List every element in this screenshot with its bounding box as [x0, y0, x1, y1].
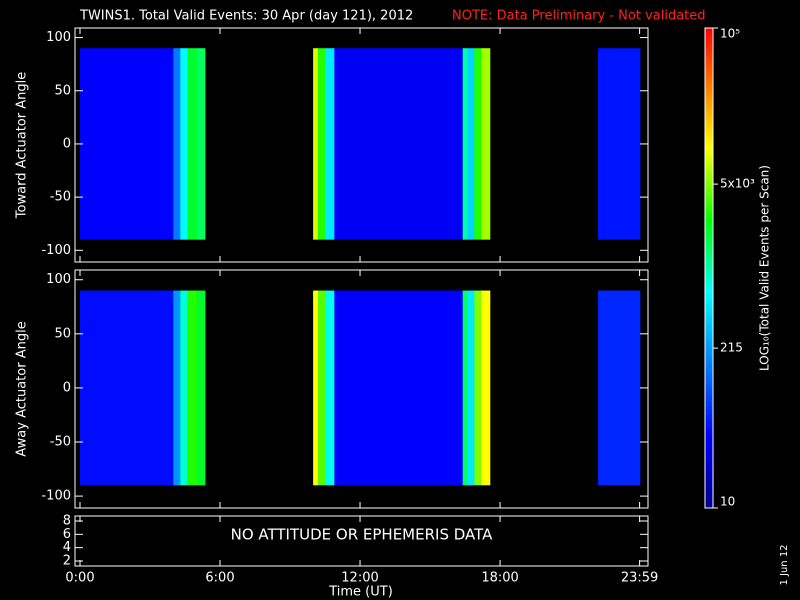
heat-cell	[325, 290, 335, 486]
y-tick-label: 0	[63, 136, 71, 151]
colorbar-title: LOG₁₀(Total Valid Events per Scan)	[758, 165, 772, 371]
y-axis-title: Away Actuator Angle	[15, 321, 30, 456]
y-tick-label: 8	[63, 514, 71, 529]
heat-cell	[467, 290, 475, 486]
x-tick-label: 18:00	[481, 571, 518, 586]
colorbar-tick-label: 10⁵	[720, 27, 740, 41]
colorbar	[705, 28, 713, 508]
y-tick-label: 50	[54, 326, 71, 341]
y-axis-title: Toward Actuator Angle	[15, 72, 30, 219]
colorbar-frame	[704, 27, 714, 509]
heat-cell	[474, 290, 482, 486]
heat-cell	[481, 290, 491, 486]
heat-cell	[318, 290, 326, 486]
colorbar-tick-label: 10	[720, 495, 735, 509]
heat-cell	[318, 48, 326, 240]
heat-cell	[481, 48, 491, 240]
heat-cell	[79, 48, 174, 240]
x-tick-label: 23:59	[621, 571, 658, 586]
colorbar-tick-label: 215	[720, 341, 743, 355]
x-tick-label: 0:00	[65, 571, 94, 586]
heat-cell	[79, 290, 174, 486]
heat-cell	[180, 48, 188, 240]
heat-cell	[196, 48, 206, 240]
y-tick-label: -50	[50, 435, 71, 450]
x-tick-label: 6:00	[205, 571, 234, 586]
heat-cell	[173, 48, 181, 240]
heat-cell	[187, 290, 197, 486]
y-tick-label: 4	[63, 540, 71, 555]
y-tick-label: 6	[63, 527, 71, 542]
y-tick-label: -100	[41, 489, 71, 504]
heat-cell	[187, 48, 197, 240]
x-axis-title: Time (UT)	[328, 585, 393, 600]
heat-cell	[474, 48, 482, 240]
panel-frame	[74, 269, 649, 509]
x-tick-label: 12:00	[341, 571, 378, 586]
heat-cell	[462, 290, 468, 486]
chart-title: TWINS1. Total Valid Events: 30 Apr (day …	[79, 9, 413, 24]
y-tick-label: -100	[41, 243, 71, 258]
panel-frame	[74, 515, 649, 567]
heat-cell	[313, 48, 319, 240]
heat-cell	[467, 48, 475, 240]
y-tick-label: 100	[46, 30, 71, 45]
y-tick-label: 0	[63, 380, 71, 395]
heat-cell	[462, 48, 468, 240]
annotation: NO ATTITUDE OR EPHEMERIS DATA	[231, 526, 494, 544]
heat-cell	[334, 290, 464, 486]
heat-cell	[180, 290, 188, 486]
y-tick-label: 100	[46, 272, 71, 287]
heat-cell	[598, 48, 641, 240]
heat-cell	[598, 290, 641, 486]
heat-cell	[313, 290, 319, 486]
note: NOTE: Data Preliminary - Not validated	[452, 9, 706, 24]
heat-cell	[173, 290, 181, 486]
panel-frame	[74, 27, 649, 263]
heat-cell	[196, 290, 206, 486]
date-stamp: 1 Jun 12	[779, 544, 790, 585]
y-tick-label: 50	[54, 83, 71, 98]
y-tick-label: -50	[50, 190, 71, 205]
colorbar-tick-label: 5x10³	[720, 177, 755, 191]
y-tick-label: 2	[63, 554, 71, 569]
heat-cell	[334, 48, 464, 240]
heat-cell	[325, 48, 335, 240]
